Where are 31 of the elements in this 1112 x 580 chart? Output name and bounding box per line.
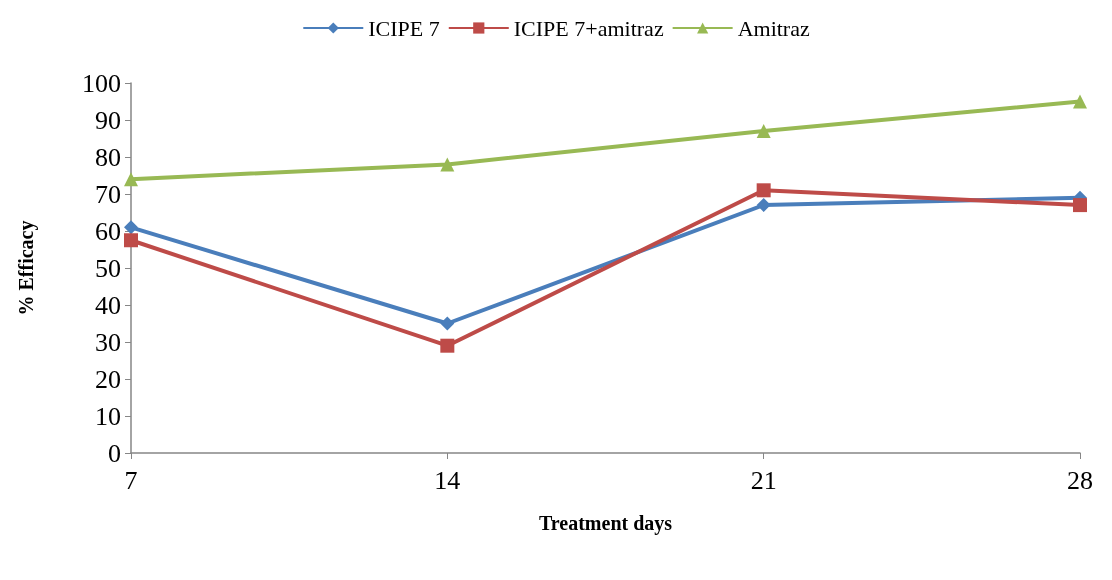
point: [756, 198, 771, 213]
y-tick-label: 60: [95, 216, 121, 246]
point: [440, 338, 455, 353]
y-tick-label: 70: [95, 179, 121, 209]
point: [440, 316, 455, 331]
y-tick-label: 40: [95, 290, 121, 320]
point: [1073, 198, 1087, 213]
x-axis-title: Treatment days: [538, 512, 673, 535]
point: [756, 124, 771, 139]
point: [124, 233, 138, 248]
y-tick-label: 10: [95, 401, 121, 431]
y-tick-label: 0: [108, 438, 121, 468]
y-tick-label: 30: [95, 327, 121, 357]
legend-label: Amitraz: [737, 15, 810, 41]
y-tick-label: 100: [82, 68, 121, 98]
y-tick-label: 50: [95, 253, 121, 283]
point: [124, 220, 138, 235]
point: [756, 183, 771, 198]
x-tick-label: 7: [124, 465, 138, 495]
point: [124, 172, 138, 187]
x-tick-label: 14: [434, 465, 461, 495]
point: [440, 157, 455, 172]
y-tick-label: 20: [95, 364, 121, 394]
point: [1073, 94, 1087, 109]
x-tick-label: 28: [1067, 465, 1093, 495]
y-tick-label: 90: [95, 105, 121, 135]
legend-label: ICIPE 7: [368, 15, 440, 41]
legend-label: ICIPE 7+amitraz: [513, 15, 664, 41]
y-axis-title: % Efficacy: [15, 220, 38, 316]
y-tick-label: 80: [95, 142, 121, 172]
x-tick-label: 21: [750, 465, 777, 495]
